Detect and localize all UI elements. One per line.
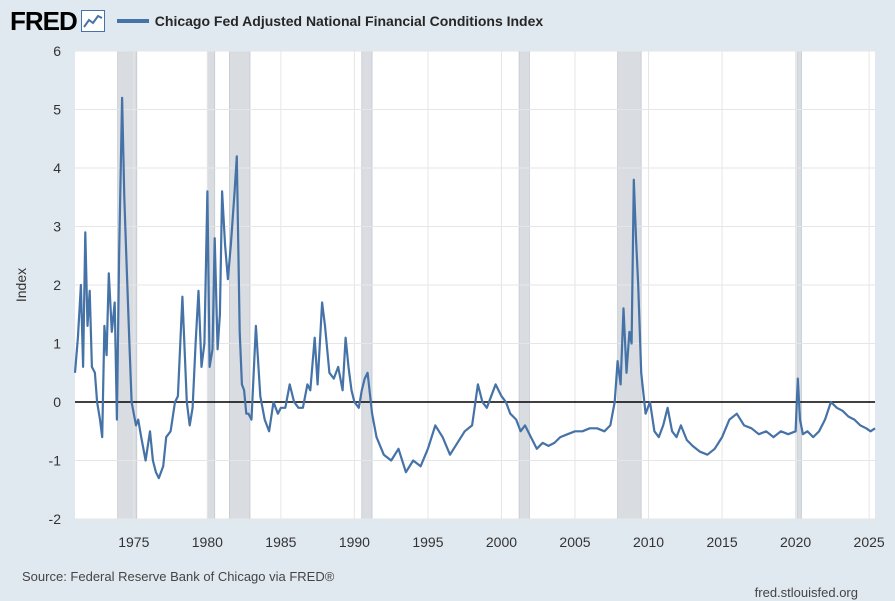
x-tick-label: 1990 (339, 534, 370, 550)
x-tick-label: 1980 (192, 534, 223, 550)
y-tick-label: 3 (53, 219, 61, 235)
y-tick-label: -1 (49, 453, 62, 469)
x-tick-label: 2000 (486, 534, 517, 550)
x-tick-label: 2025 (854, 534, 885, 550)
x-tick-label: 1975 (118, 534, 149, 550)
y-tick-label: 6 (53, 43, 61, 59)
y-axis-label: Index (13, 268, 29, 302)
legend-swatch (116, 19, 149, 23)
source-note: Source: Federal Reserve Bank of Chicago … (22, 569, 335, 584)
gridlines (75, 50, 875, 520)
y-tick-label: -2 (49, 511, 62, 527)
fred-logo[interactable]: FRED (10, 5, 78, 36)
x-tick-label: 2005 (559, 534, 590, 550)
x-tick-label: 2015 (706, 534, 737, 550)
x-tick-label: 2010 (633, 534, 664, 550)
line-chart-icon (80, 10, 105, 32)
y-tick-label: 0 (53, 394, 61, 410)
x-tick-label: 1985 (265, 534, 296, 550)
site-link[interactable]: fred.stlouisfed.org (754, 585, 858, 600)
y-tick-label: 5 (53, 102, 61, 118)
y-tick-label: 1 (53, 336, 61, 352)
y-tick-label: 2 (53, 277, 61, 293)
x-tick-label: 1995 (412, 534, 443, 550)
y-tick-label: 4 (53, 160, 61, 176)
chart-header: FRED Chicago Fed Adjusted National Finan… (10, 6, 543, 36)
x-axis-ticks: 1975 1980 1985 1990 1995 2000 2005 2010 2015 2020… (118, 534, 885, 550)
legend: Chicago Fed Adjusted National Financial … (116, 13, 544, 29)
legend-series-name: Chicago Fed Adjusted National Financial … (154, 13, 544, 29)
x-tick-label: 2020 (780, 534, 811, 550)
y-axis-ticks: -2 -1 0 1 2 3 4 5 6 (49, 43, 62, 527)
series-line (73, 96, 876, 480)
